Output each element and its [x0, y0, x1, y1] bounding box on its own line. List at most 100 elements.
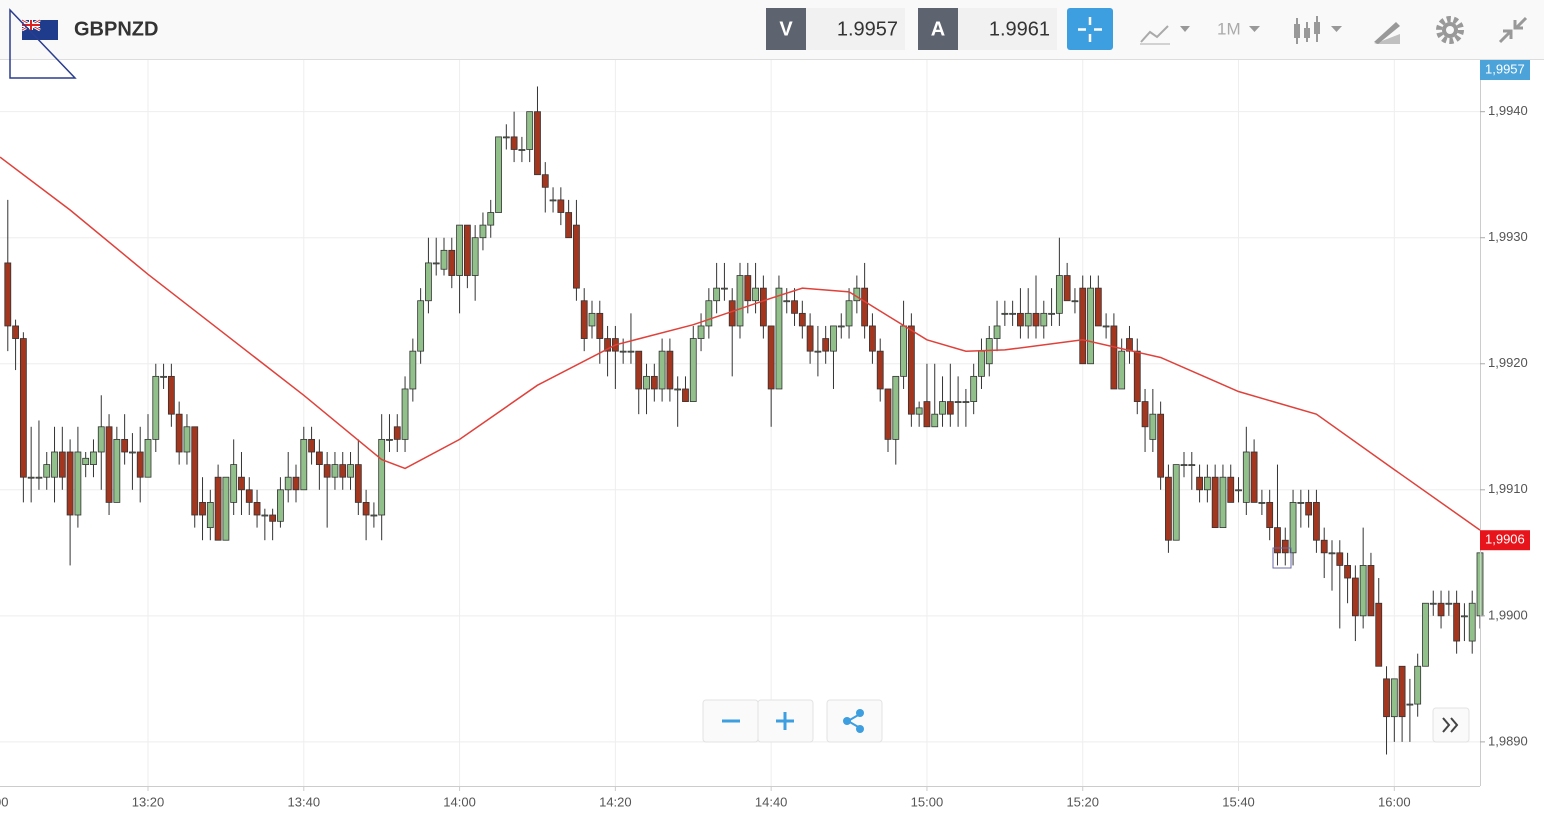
- candle-body: [1040, 312, 1048, 327]
- price-badge-label: 1,9906: [1485, 532, 1525, 547]
- candle-body: [1274, 527, 1281, 554]
- candle-body: [728, 300, 736, 327]
- zoom-in-button[interactable]: [757, 699, 814, 743]
- candle-body: [1406, 703, 1414, 706]
- candle-body: [27, 476, 35, 479]
- candle-body: [386, 438, 393, 441]
- candle-body: [573, 224, 580, 289]
- candle-body: [1305, 502, 1313, 516]
- candle-body: [635, 350, 643, 390]
- candle-body: [767, 325, 775, 390]
- candle-body: [907, 325, 915, 415]
- candle-body: [549, 199, 557, 202]
- share-button[interactable]: [826, 699, 883, 743]
- candle-body: [1468, 602, 1476, 642]
- candle-body: [1351, 577, 1359, 617]
- candle-body: [292, 476, 300, 491]
- candle-body: [884, 388, 892, 440]
- candle-body: [900, 325, 907, 377]
- candle-body: [495, 136, 502, 213]
- bid-button[interactable]: [766, 8, 806, 50]
- candle-body: [425, 262, 432, 302]
- candle-body: [113, 438, 121, 503]
- candle-body: [931, 413, 939, 428]
- candle-body: [962, 401, 970, 403]
- candle-body: [580, 300, 588, 339]
- candle-body: [144, 438, 152, 478]
- candle-body: [1359, 565, 1367, 617]
- candle-body: [43, 464, 51, 478]
- candle-body: [713, 287, 721, 302]
- candle-body: [666, 350, 674, 390]
- candle-body: [378, 438, 386, 516]
- candle-body: [1032, 312, 1040, 327]
- candle-body: [339, 464, 347, 478]
- candle-body: [199, 502, 206, 516]
- candle-body: [1149, 413, 1157, 440]
- candle-body: [915, 407, 923, 415]
- candle-body: [214, 476, 222, 541]
- candle-body: [129, 451, 136, 454]
- candle-body: [245, 489, 253, 503]
- x-tick-label: 13:40: [288, 794, 321, 809]
- candle-body: [1102, 325, 1110, 328]
- candle-body: [970, 375, 978, 402]
- draw-button[interactable]: [1374, 22, 1400, 44]
- candle-body: [604, 338, 611, 352]
- candle-body: [1258, 502, 1266, 504]
- y-tick-label: 1,9890: [1488, 733, 1528, 748]
- candle-body: [1094, 287, 1102, 327]
- y-tick-label: 1,9930: [1488, 229, 1528, 244]
- candle-body: [12, 325, 19, 339]
- timeframe-caret: [1249, 26, 1260, 32]
- candle-body: [206, 502, 214, 529]
- candle-body: [1266, 502, 1274, 529]
- ask-button[interactable]: [918, 8, 958, 50]
- bid-label: V: [779, 18, 793, 40]
- candle-body: [1087, 287, 1094, 365]
- y-tick-label: 1,9900: [1488, 607, 1528, 622]
- candle-body: [1048, 312, 1055, 315]
- y-tick-label: 1,9920: [1488, 355, 1528, 370]
- candle-body: [1165, 476, 1172, 541]
- candle-body: [456, 224, 463, 276]
- chart-type-button[interactable]: [1140, 25, 1190, 45]
- candle-body: [1071, 300, 1079, 303]
- candle-body: [596, 312, 604, 339]
- candle-body: [674, 388, 682, 391]
- x-tick-label: 14:00: [443, 794, 476, 809]
- candle-body: [923, 401, 931, 428]
- moving-average-line: [0, 156, 1481, 531]
- zoom-out-button[interactable]: [702, 699, 759, 743]
- candle-body: [51, 451, 58, 478]
- candle-body: [876, 350, 884, 390]
- candle-body: [1001, 312, 1009, 315]
- candle-body: [1422, 602, 1429, 667]
- candle-body: [588, 312, 596, 327]
- candle-body: [191, 426, 199, 516]
- candle-body: [1203, 476, 1211, 491]
- x-tick-label: 13:00: [0, 794, 8, 809]
- candle-body: [401, 388, 409, 440]
- candle-body: [1336, 552, 1344, 566]
- collapse-button[interactable]: [1498, 16, 1528, 44]
- cursor-box: [1272, 547, 1292, 569]
- candle-body: [58, 451, 66, 478]
- candle-body: [705, 300, 713, 327]
- settings-button[interactable]: [1436, 16, 1464, 44]
- candle-body: [277, 489, 284, 522]
- candle-body: [1437, 602, 1445, 617]
- candle-body: [1133, 350, 1141, 402]
- candle-body: [167, 375, 175, 415]
- candle-body: [845, 300, 853, 327]
- timeframe[interactable]: 1M: [1217, 19, 1241, 38]
- crosshair-button[interactable]: [1067, 8, 1113, 50]
- candle-body: [565, 212, 573, 239]
- candle-style-button[interactable]: [1294, 16, 1342, 44]
- candle-body: [323, 464, 331, 478]
- x-tick-label: 14:40: [755, 794, 788, 809]
- candle-body: [1250, 451, 1258, 503]
- scroll-latest-button[interactable]: [1432, 707, 1470, 743]
- candle-body: [1055, 275, 1063, 314]
